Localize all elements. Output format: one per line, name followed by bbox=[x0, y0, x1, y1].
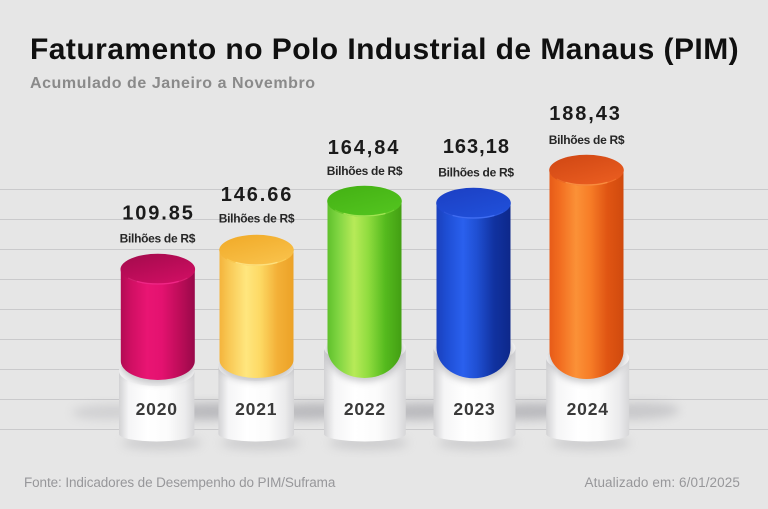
svg-text:Bilhões de R$: Bilhões de R$ bbox=[219, 212, 295, 226]
svg-text:Bilhões de R$: Bilhões de R$ bbox=[327, 164, 403, 178]
svg-text:2020: 2020 bbox=[136, 399, 178, 419]
svg-text:146.66: 146.66 bbox=[221, 184, 294, 206]
svg-text:Bilhões de R$: Bilhões de R$ bbox=[549, 133, 625, 147]
svg-text:Bilhões de R$: Bilhões de R$ bbox=[438, 166, 514, 180]
svg-text:2022: 2022 bbox=[344, 399, 386, 419]
svg-text:2021: 2021 bbox=[235, 399, 277, 419]
svg-text:2023: 2023 bbox=[453, 399, 495, 419]
svg-text:163,18: 163,18 bbox=[443, 136, 510, 158]
svg-text:Bilhões de R$: Bilhões de R$ bbox=[120, 231, 196, 245]
svg-text:109.85: 109.85 bbox=[122, 203, 195, 225]
svg-text:188,43: 188,43 bbox=[549, 103, 622, 125]
svg-text:2024: 2024 bbox=[567, 399, 609, 419]
svg-text:164,84: 164,84 bbox=[328, 137, 401, 159]
